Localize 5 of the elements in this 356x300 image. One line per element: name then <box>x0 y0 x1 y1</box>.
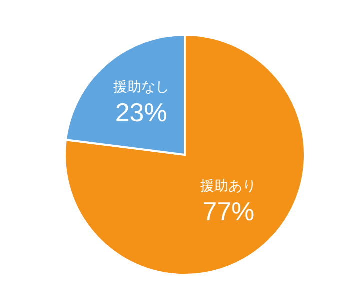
data-label: 23% <box>115 97 168 128</box>
data-label: 77% <box>202 196 255 227</box>
slice-label: 援助なし <box>113 79 170 96</box>
slice-label: 援助あり <box>200 178 257 195</box>
pie-slice <box>64 34 306 276</box>
